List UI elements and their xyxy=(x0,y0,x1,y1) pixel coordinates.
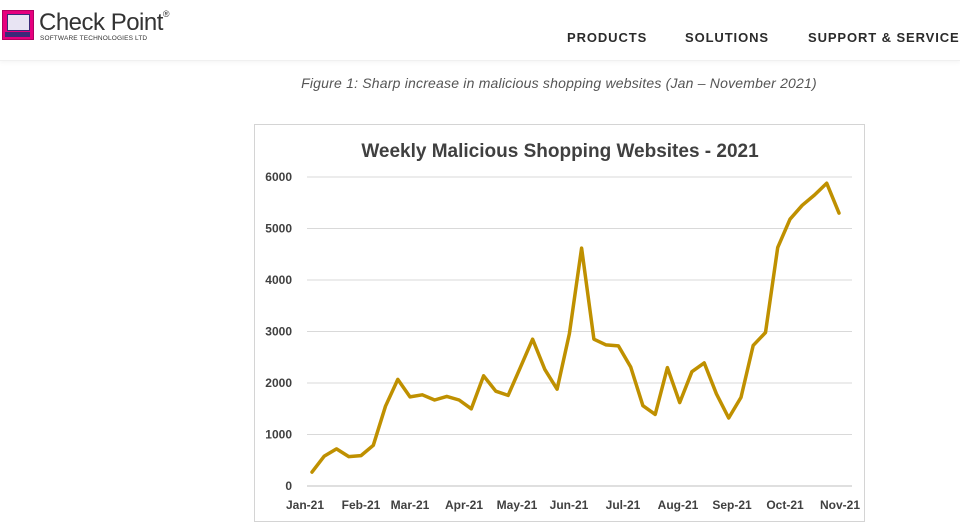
chart-title: Weekly Malicious Shopping Websites - 202… xyxy=(361,141,759,162)
series-line xyxy=(310,181,841,474)
x-tick-label: Sep-21 xyxy=(712,498,752,512)
nav-support-services[interactable]: SUPPORT & SERVICES xyxy=(808,30,960,45)
logo-icon xyxy=(2,10,34,40)
x-tick-label: Mar-21 xyxy=(391,498,430,512)
x-tick-label: Apr-21 xyxy=(445,498,483,512)
logo-subtitle: SOFTWARE TECHNOLOGIES LTD xyxy=(40,35,148,42)
y-tick-label: 1000 xyxy=(265,428,292,442)
x-tick-label: May-21 xyxy=(497,498,538,512)
y-tick-label: 2000 xyxy=(265,376,292,390)
y-tick-label: 3000 xyxy=(265,325,292,339)
x-tick-label: Jun-21 xyxy=(550,498,589,512)
x-tick-label: Aug-21 xyxy=(658,498,699,512)
figure-caption: Figure 1: Sharp increase in malicious sh… xyxy=(301,75,817,91)
line-chart: Weekly Malicious Shopping Websites - 202… xyxy=(265,141,860,512)
nav-solutions[interactable]: SOLUTIONS xyxy=(685,30,769,45)
y-tick-label: 5000 xyxy=(265,222,292,236)
y-tick-label: 0 xyxy=(285,479,292,493)
x-tick-label: Oct-21 xyxy=(766,498,804,512)
y-tick-label: 4000 xyxy=(265,273,292,287)
x-tick-label: Nov-21 xyxy=(820,498,860,512)
y-tick-label: 6000 xyxy=(265,170,292,184)
check-point-logo[interactable]: Check Point® SOFTWARE TECHNOLOGIES LTD xyxy=(2,9,192,44)
logo-wordmark: Check Point® xyxy=(39,9,170,36)
top-navigation-bar: Check Point® SOFTWARE TECHNOLOGIES LTD P… xyxy=(0,0,960,61)
chart-container: Weekly Malicious Shopping Websites - 202… xyxy=(254,124,865,522)
x-tick-label: Feb-21 xyxy=(342,498,381,512)
x-tick-label: Jan-21 xyxy=(286,498,324,512)
x-tick-label: Jul-21 xyxy=(606,498,641,512)
nav-products[interactable]: PRODUCTS xyxy=(567,30,648,45)
